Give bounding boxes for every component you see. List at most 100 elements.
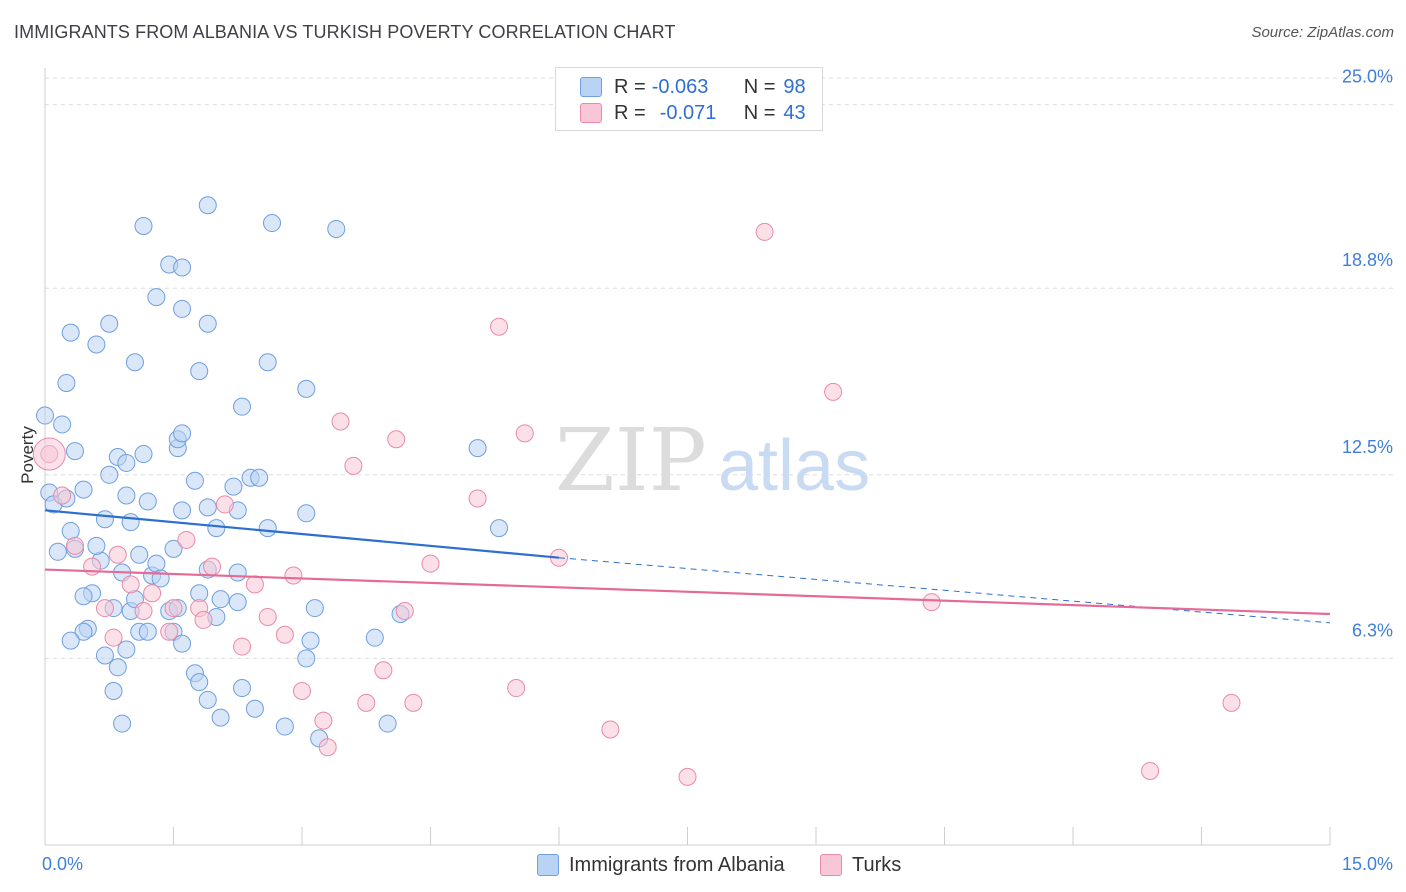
turks-point (421, 554, 440, 573)
albania-point (138, 622, 157, 641)
x-tick-label: 0.0% (42, 854, 83, 874)
turks-point (318, 738, 337, 757)
n-value-albania: 98 (783, 75, 806, 98)
albania-point (233, 679, 252, 698)
albania-point (57, 373, 76, 392)
albania-point (61, 522, 80, 541)
turks-point (53, 486, 72, 505)
albania-point (207, 519, 226, 538)
albania-point (263, 214, 282, 233)
albania-point (327, 219, 346, 238)
n-label: N = (743, 101, 776, 124)
turks-point (215, 495, 234, 514)
legend-swatch-turks (820, 854, 842, 876)
albania-point (258, 353, 277, 372)
albania-point (378, 714, 397, 733)
albania-point (130, 545, 149, 564)
albania-point (275, 717, 294, 736)
albania-trend-extension (558, 557, 1331, 624)
albania-point (61, 631, 80, 650)
albania-point (490, 519, 509, 538)
r-value-turks: -0.071 (659, 101, 717, 124)
albania-point (104, 681, 123, 700)
turks-point (490, 317, 509, 336)
y-tick-label: 25.0% (1342, 67, 1393, 87)
r-label: R = (614, 75, 646, 98)
turks-point (755, 222, 774, 241)
albania-point (134, 217, 153, 236)
turks-point (164, 599, 183, 618)
turks-point (108, 545, 127, 564)
turks-point (233, 637, 252, 656)
y-tick-label: 18.8% (1342, 250, 1393, 270)
albania-point (233, 397, 252, 416)
albania-point (173, 634, 192, 653)
albania-point (100, 314, 119, 333)
y-tick-label: 12.5% (1342, 437, 1393, 457)
albania-point (228, 593, 247, 612)
legend-row-albania: R = -0.063 N = 98 (580, 74, 806, 100)
albania-point (190, 673, 209, 692)
turks-point (143, 584, 162, 603)
albania-point (138, 492, 157, 511)
albania-point (211, 590, 230, 609)
albania-point (468, 439, 487, 458)
legend-row-turks: R = -0.071 N = 43 (580, 100, 806, 126)
albania-point (53, 415, 72, 434)
legend-label-albania: Immigrants from Albania (569, 853, 785, 876)
albania-point (301, 631, 320, 650)
albania-point (87, 536, 106, 555)
albania-point (87, 335, 106, 354)
albania-point (228, 563, 247, 582)
turks-point (258, 607, 277, 626)
turks-point (104, 628, 123, 647)
turks-point (160, 622, 179, 641)
albania-point (74, 622, 93, 641)
source-credit: Source: ZipAtlas.com (1251, 24, 1394, 41)
albania-point (173, 501, 192, 520)
albania-point (117, 640, 136, 659)
legend-label-turks: Turks (852, 853, 902, 876)
y-axis-label: Poverty (18, 426, 37, 484)
albania-point (173, 424, 192, 443)
albania-point (95, 646, 114, 665)
turks-point (134, 602, 153, 621)
albania-point (198, 196, 217, 215)
legend-item-turks[interactable]: Turks (820, 851, 901, 879)
albania-point (117, 486, 136, 505)
y-tick-label: 6.3% (1352, 620, 1393, 640)
albania-point (121, 513, 140, 532)
turks-point (177, 530, 196, 549)
albania-point (297, 649, 316, 668)
turks-point (922, 593, 941, 612)
albania-point (297, 504, 316, 523)
watermark-zip: ZIP (555, 411, 707, 511)
turks-point (203, 557, 222, 576)
albania-point (198, 314, 217, 333)
albania-point (95, 510, 114, 529)
albania-point (305, 599, 324, 618)
albania-point (173, 299, 192, 318)
turks-point (32, 437, 66, 471)
r-label: R = (614, 101, 646, 124)
turks-point (83, 557, 102, 576)
albania-point (134, 445, 153, 464)
legend-swatch-albania (537, 854, 559, 876)
albania-point (250, 468, 269, 487)
albania-point (113, 714, 132, 733)
turks-trend-line (44, 568, 1331, 616)
albania-point (365, 628, 384, 647)
turks-point (357, 693, 376, 712)
albania-point (147, 288, 166, 307)
chart-title: IMMIGRANTS FROM ALBANIA VS TURKISH POVER… (14, 22, 676, 42)
turks-point (1222, 693, 1241, 712)
turks-point (468, 489, 487, 508)
turks-point (601, 720, 620, 739)
albania-point (211, 708, 230, 727)
turks-point (344, 456, 363, 475)
turks-point (314, 711, 333, 730)
legend-item-albania[interactable]: Immigrants from Albania (537, 851, 785, 879)
albania-point (173, 258, 192, 277)
albania-trend-line (44, 509, 560, 559)
